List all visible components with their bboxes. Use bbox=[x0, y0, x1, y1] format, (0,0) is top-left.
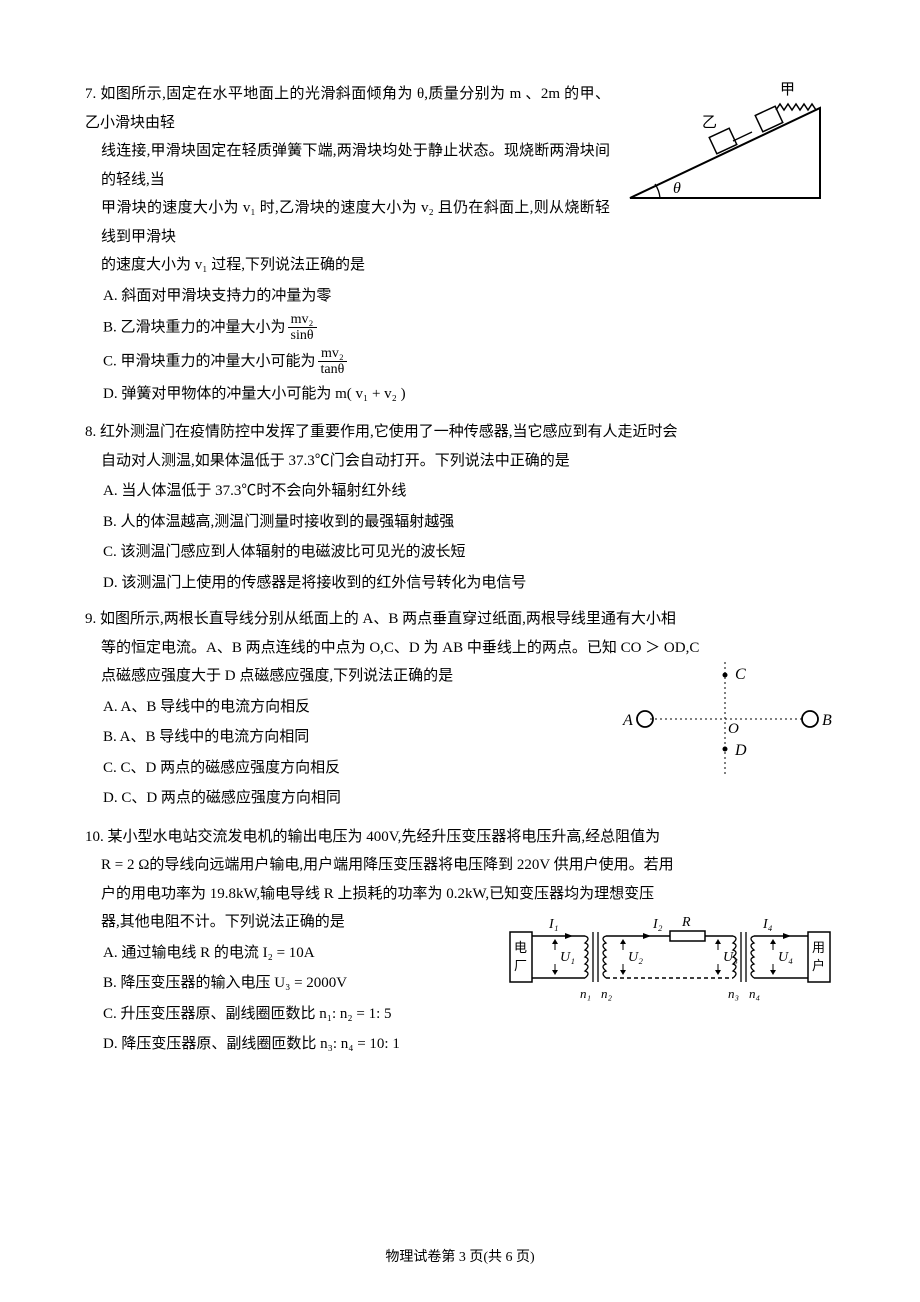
q7-optb-num: mv₂ bbox=[288, 312, 317, 328]
q10-source-2: 厂 bbox=[514, 958, 527, 973]
q9-label-d: D bbox=[734, 742, 747, 759]
q9-number: 9. bbox=[85, 611, 100, 627]
q10-u1: U₁ bbox=[560, 950, 575, 965]
q10-u2: U₂ bbox=[628, 950, 643, 965]
q8-stem-line2: 自动对人测温,如果体温低于 37.3℃门会自动打开。下列说法中正确的是 bbox=[85, 447, 835, 476]
yi-label: 乙 bbox=[702, 115, 717, 131]
q7-optc-fraction: mv₂tanθ bbox=[318, 346, 348, 378]
q8-option-c: C. 该测温门感应到人体辐射的电磁波比可见光的波长短 bbox=[103, 538, 835, 567]
q10-n4: n₄ bbox=[749, 986, 761, 1001]
q8-stem: 8. 红外测温门在疫情防控中发挥了重要作用,它使用了一种传感器,当它感应到有人走… bbox=[85, 418, 835, 475]
q7-figure: θ 甲 乙 bbox=[620, 80, 835, 221]
q9-label-c: C bbox=[735, 666, 746, 683]
q10-n3: n₃ bbox=[728, 986, 739, 1001]
q7-stem-line4: 的速度大小为 v₁ 过程,下列说法正确的是 bbox=[85, 251, 835, 280]
q10-stem-line2: R = 2 Ω的导线向远端用户输电,用户端用降压变压器将电压降到 220V 供用… bbox=[85, 851, 835, 880]
q7-optc-pre: C. 甲滑块重力的冲量大小可能为 bbox=[103, 353, 316, 369]
q10-number: 10. bbox=[85, 829, 108, 845]
q7-option-d: D. 弹簧对甲物体的冲量大小可能为 m( v₁ + v₂ ) bbox=[103, 380, 835, 409]
q7-optb-fraction: mv₂sinθ bbox=[288, 312, 317, 344]
q9-stem: 9. 如图所示,两根长直导线分别从纸面上的 A、B 两点垂直穿过纸面,两根导线里… bbox=[85, 605, 835, 662]
q7-number: 7. bbox=[85, 86, 100, 102]
q10-r: R bbox=[681, 915, 691, 930]
question-9: 9. 如图所示,两根长直导线分别从纸面上的 A、B 两点垂直穿过纸面,两根导线里… bbox=[85, 605, 835, 815]
q8-number: 8. bbox=[85, 424, 100, 440]
q7-optc-den: tanθ bbox=[318, 362, 348, 377]
page-footer: 物理试卷第 3 页(共 6 页) bbox=[0, 1245, 920, 1272]
q10-stem-line3: 户的用电功率为 19.8kW,输电导线 R 上损耗的功率为 0.2kW,已知变压… bbox=[85, 880, 835, 909]
q10-user-2: 户 bbox=[812, 958, 825, 973]
q10-i2: I₂ bbox=[652, 917, 663, 932]
q7-option-a: A. 斜面对甲滑块支持力的冲量为零 bbox=[103, 282, 835, 311]
q8-option-a: A. 当人体温低于 37.3℃时不会向外辐射红外线 bbox=[103, 477, 835, 506]
q8-option-d: D. 该测温门上使用的传感器是将接收到的红外信号转化为电信号 bbox=[103, 569, 835, 598]
q7-option-c: C. 甲滑块重力的冲量大小可能为mv₂tanθ bbox=[103, 346, 835, 378]
q9-label-a: A bbox=[622, 712, 633, 729]
q9-figure: A B C D O bbox=[615, 657, 835, 793]
q9-label-b: B bbox=[822, 712, 832, 729]
q8-stem-line1: 红外测温门在疫情防控中发挥了重要作用,它使用了一种传感器,当它感应到有人走近时会 bbox=[100, 424, 678, 440]
q10-stem: 10. 某小型水电站交流发电机的输出电压为 400V,先经升压变压器将电压升高,… bbox=[85, 823, 835, 909]
q7-stem-line1: 如图所示,固定在水平地面上的光滑斜面倾角为 θ,质量分别为 m 、2m 的甲、乙… bbox=[85, 86, 610, 131]
jia-label: 甲 bbox=[780, 82, 795, 98]
q7-option-b: B. 乙滑块重力的冲量大小为mv₂sinθ bbox=[103, 312, 835, 344]
q8-options: A. 当人体温低于 37.3℃时不会向外辐射红外线 B. 人的体温越高,测温门测… bbox=[85, 477, 835, 597]
q8-option-b: B. 人的体温越高,测温门测量时接收到的最强辐射越强 bbox=[103, 508, 835, 537]
q10-figure: 电 厂 I₁ U₁ n₁ n₂ I₂ R bbox=[505, 910, 835, 1031]
q10-option-d: D. 降压变压器原、副线圈匝数比 n₃: n₄ = 10: 1 bbox=[103, 1030, 835, 1059]
q7-options: A. 斜面对甲滑块支持力的冲量为零 B. 乙滑块重力的冲量大小为mv₂sinθ … bbox=[85, 282, 835, 409]
q10-user-1: 用 bbox=[812, 940, 825, 955]
q9-label-o: O bbox=[728, 721, 739, 737]
q10-stem-line1: 某小型水电站交流发电机的输出电压为 400V,先经升压变压器将电压升高,经总阻值… bbox=[108, 829, 661, 845]
q10-n1: n₁ bbox=[580, 986, 591, 1001]
q10-n2: n₂ bbox=[601, 986, 613, 1001]
q9-stem-line1: 如图所示,两根长直导线分别从纸面上的 A、B 两点垂直穿过纸面,两根导线里通有大… bbox=[100, 611, 676, 627]
q10-i4: I₄ bbox=[762, 917, 773, 932]
q7-optc-num: mv₂ bbox=[318, 346, 348, 362]
question-8: 8. 红外测温门在疫情防控中发挥了重要作用,它使用了一种传感器,当它感应到有人走… bbox=[85, 418, 835, 597]
q7-optb-den: sinθ bbox=[288, 328, 317, 343]
theta-label: θ bbox=[673, 180, 681, 197]
question-7: θ 甲 乙 7. 如图所示,固定在水平地面上的光滑斜面倾角为 θ,质量分别为 m… bbox=[85, 80, 835, 410]
q10-u4: U₄ bbox=[778, 950, 793, 965]
q10-i1: I₁ bbox=[548, 917, 559, 932]
question-10: 10. 某小型水电站交流发电机的输出电压为 400V,先经升压变压器将电压升高,… bbox=[85, 823, 835, 1061]
q7-optb-pre: B. 乙滑块重力的冲量大小为 bbox=[103, 319, 286, 335]
q10-source-1: 电 bbox=[514, 940, 527, 955]
